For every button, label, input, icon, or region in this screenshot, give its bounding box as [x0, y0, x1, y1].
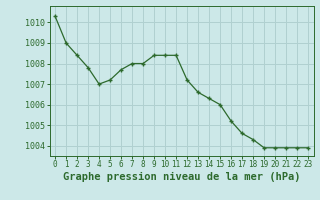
X-axis label: Graphe pression niveau de la mer (hPa): Graphe pression niveau de la mer (hPa)	[63, 172, 300, 182]
